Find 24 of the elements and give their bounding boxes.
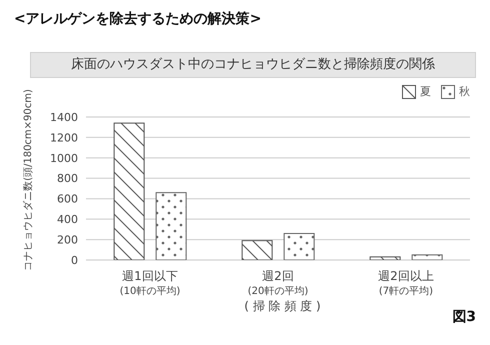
- bar: [412, 254, 443, 260]
- y-tick-label: 200: [57, 233, 78, 246]
- x-tick-label: 週2回以上 (7軒の平均): [378, 269, 434, 297]
- bar: [242, 240, 273, 260]
- chart-title: <アレルゲンを除去するための解決策>: [14, 10, 262, 28]
- chart-subtitle: 床面のハウスダスト中のコナヒョウヒダニ数と掃除頻度の関係: [30, 52, 476, 78]
- y-tick-label: 1200: [50, 131, 78, 144]
- x-tick-label: 週1回以下 (10軒の平均): [120, 269, 180, 297]
- text: 秋: [458, 84, 470, 99]
- y-tick-label: 0: [71, 254, 78, 267]
- x-tick-label: 週2回 (20軒の平均): [248, 269, 308, 297]
- bar: [370, 256, 401, 260]
- y-tick-label: 800: [57, 172, 78, 186]
- y-axis-title: コナヒョウヒダニ数(頭/180cm×90cm): [22, 89, 35, 271]
- y-tick-label: 600: [57, 192, 78, 206]
- y-tick-label: 1400: [50, 110, 78, 124]
- x-axis-title: ( 掃 除 頻 度 ): [244, 299, 321, 313]
- text: 夏: [419, 84, 431, 99]
- y-tick-label: 400: [57, 213, 78, 226]
- bar: [114, 122, 145, 260]
- bar: [156, 192, 187, 260]
- y-tick-label: 1000: [50, 152, 78, 165]
- bar: [284, 232, 315, 260]
- caption: 図3: [452, 308, 476, 326]
